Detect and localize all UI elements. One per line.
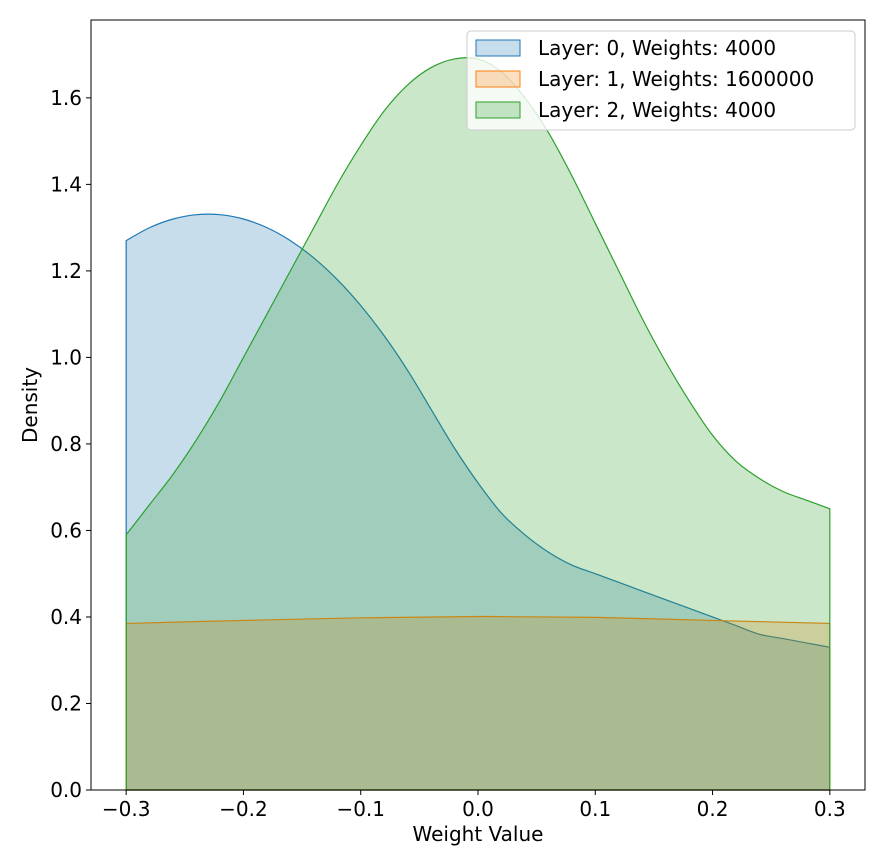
y-tick-label: 0.6 xyxy=(50,518,82,542)
legend-label-2: Layer: 2, Weights: 4000 xyxy=(538,98,776,122)
legend-label-1: Layer: 1, Weights: 1600000 xyxy=(538,67,814,91)
y-tick-label: 0.0 xyxy=(50,778,82,802)
x-axis-label: Weight Value xyxy=(413,822,544,846)
x-tick-label: 0.1 xyxy=(579,797,611,821)
y-tick-label: 1.4 xyxy=(50,172,82,196)
series-layer xyxy=(125,56,831,791)
x-tick-label: −0.3 xyxy=(102,797,151,821)
y-tick-label: 0.4 xyxy=(50,605,82,629)
legend-box xyxy=(466,30,856,131)
series-2-area xyxy=(125,56,831,791)
y-tick-label: 0.2 xyxy=(50,691,82,715)
legend: Layer: 0, Weights: 4000 Layer: 1, Weights… xyxy=(466,30,856,131)
legend-swatch-0 xyxy=(475,39,521,57)
y-tick-label: 0.8 xyxy=(50,432,82,456)
legend-swatch-1 xyxy=(475,70,521,88)
legend-swatch-2 xyxy=(475,101,521,119)
x-axis: −0.3 −0.2 −0.1 0.0 0.1 0.2 0.3 xyxy=(102,790,846,821)
y-tick-label: 1.2 xyxy=(50,259,82,283)
series-0-area xyxy=(125,213,831,791)
x-tick-label: 0.0 xyxy=(462,797,494,821)
series-1-area xyxy=(125,615,831,791)
x-tick-label: 0.3 xyxy=(814,797,846,821)
y-tick-label: 1.0 xyxy=(50,345,82,369)
y-axis: 0.0 0.2 0.4 0.6 0.8 1.0 1.2 1.4 1.6 xyxy=(50,86,91,802)
legend-label-0: Layer: 0, Weights: 4000 xyxy=(538,36,776,60)
y-axis-label: Density xyxy=(18,367,42,443)
y-tick-label: 1.6 xyxy=(50,86,82,110)
x-tick-label: −0.2 xyxy=(219,797,268,821)
x-tick-label: 0.2 xyxy=(697,797,729,821)
x-tick-label: −0.1 xyxy=(336,797,385,821)
